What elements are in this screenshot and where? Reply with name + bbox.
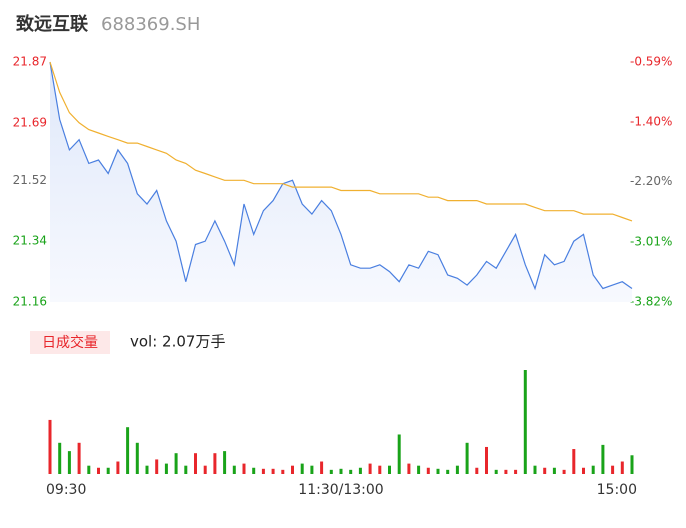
volume-bar xyxy=(562,469,566,474)
volume-bar xyxy=(572,449,576,474)
volume-bar xyxy=(155,459,159,474)
volume-bar xyxy=(475,467,479,474)
volume-bar xyxy=(582,467,585,474)
volume-bar xyxy=(271,468,275,474)
volume-bar xyxy=(174,453,178,474)
volume-bar xyxy=(388,465,391,474)
volume-bar xyxy=(48,419,52,474)
volume-bar xyxy=(552,467,556,474)
volume-bar xyxy=(358,467,362,474)
volume-bar xyxy=(223,451,227,474)
y-tick-label: 21.87 xyxy=(13,55,47,69)
volume-bar xyxy=(232,465,236,474)
volume-bar xyxy=(67,451,71,474)
volume-bar xyxy=(310,465,314,474)
volume-bar xyxy=(504,469,508,474)
volume-bar xyxy=(184,465,188,474)
stock-code: 688369.SH xyxy=(101,14,200,35)
volume-bar xyxy=(514,469,518,474)
stock-name: 致远互联 xyxy=(16,13,88,35)
volume-bar xyxy=(611,465,615,474)
x-tick-label: 09:30 xyxy=(46,482,86,498)
volume-bar xyxy=(601,444,605,474)
volume-bar xyxy=(465,442,469,474)
volume-bar xyxy=(194,453,197,474)
volume-bar xyxy=(164,463,168,474)
volume-bar xyxy=(242,463,246,474)
average-line xyxy=(49,61,633,222)
volume-bar xyxy=(203,465,207,474)
volume-bar xyxy=(213,453,217,474)
volume-bar xyxy=(349,469,353,474)
volume-bar xyxy=(329,469,333,474)
volume-bar xyxy=(485,446,488,474)
volume-bar xyxy=(116,461,120,474)
volume-bar xyxy=(320,461,324,474)
y2-tick-label: -3.01% xyxy=(630,234,672,248)
y-tick-label: 21.69 xyxy=(13,115,47,129)
price-line xyxy=(49,61,633,291)
volume-bar xyxy=(407,463,411,474)
y2-tick-label: -3.82% xyxy=(630,295,672,309)
y-tick-label: 21.52 xyxy=(13,173,47,187)
y-tick-label: 21.16 xyxy=(13,295,47,309)
volume-bar xyxy=(455,465,459,474)
volume-bar xyxy=(252,467,256,474)
volume-bar xyxy=(291,465,294,474)
volume-bar xyxy=(368,463,372,474)
volume-tag-bg xyxy=(30,331,110,354)
volume-summary: vol: 2.07万手 xyxy=(130,333,225,351)
volume-bar xyxy=(446,469,450,474)
volume-bar xyxy=(417,465,421,474)
x-tick-label: 15:00 xyxy=(597,482,637,498)
volume-bar xyxy=(494,469,498,474)
volume-bar xyxy=(630,455,634,474)
volume-bar xyxy=(397,434,401,474)
x-tick-label: 11:30/13:00 xyxy=(298,482,383,498)
volume-bar xyxy=(436,468,440,474)
volume-bar xyxy=(426,467,430,474)
volume-bar xyxy=(339,468,343,474)
y2-tick-label: -1.40% xyxy=(630,115,672,129)
volume-bar xyxy=(145,465,149,474)
y-tick-label: 21.34 xyxy=(13,234,47,248)
volume-tag: 日成交量 xyxy=(42,334,98,351)
volume-bar xyxy=(533,465,537,474)
volume-bar xyxy=(97,467,100,474)
y2-tick-label: -2.20% xyxy=(630,174,672,188)
volume-bar xyxy=(378,465,382,474)
price-area xyxy=(50,62,632,302)
volume-bar xyxy=(261,468,265,474)
volume-bar xyxy=(106,467,110,474)
volume-bar xyxy=(77,442,81,474)
volume-bar xyxy=(591,465,595,474)
volume-bar xyxy=(523,370,527,474)
volume-bar xyxy=(300,463,304,474)
y2-tick-label: -0.59% xyxy=(630,55,672,69)
volume-bar xyxy=(543,467,547,474)
volume-bar xyxy=(135,442,139,474)
volume-bar xyxy=(281,469,285,474)
volume-bar xyxy=(126,427,130,474)
volume-bar xyxy=(87,465,91,474)
volume-bar xyxy=(58,442,62,474)
volume-bar xyxy=(620,461,624,474)
